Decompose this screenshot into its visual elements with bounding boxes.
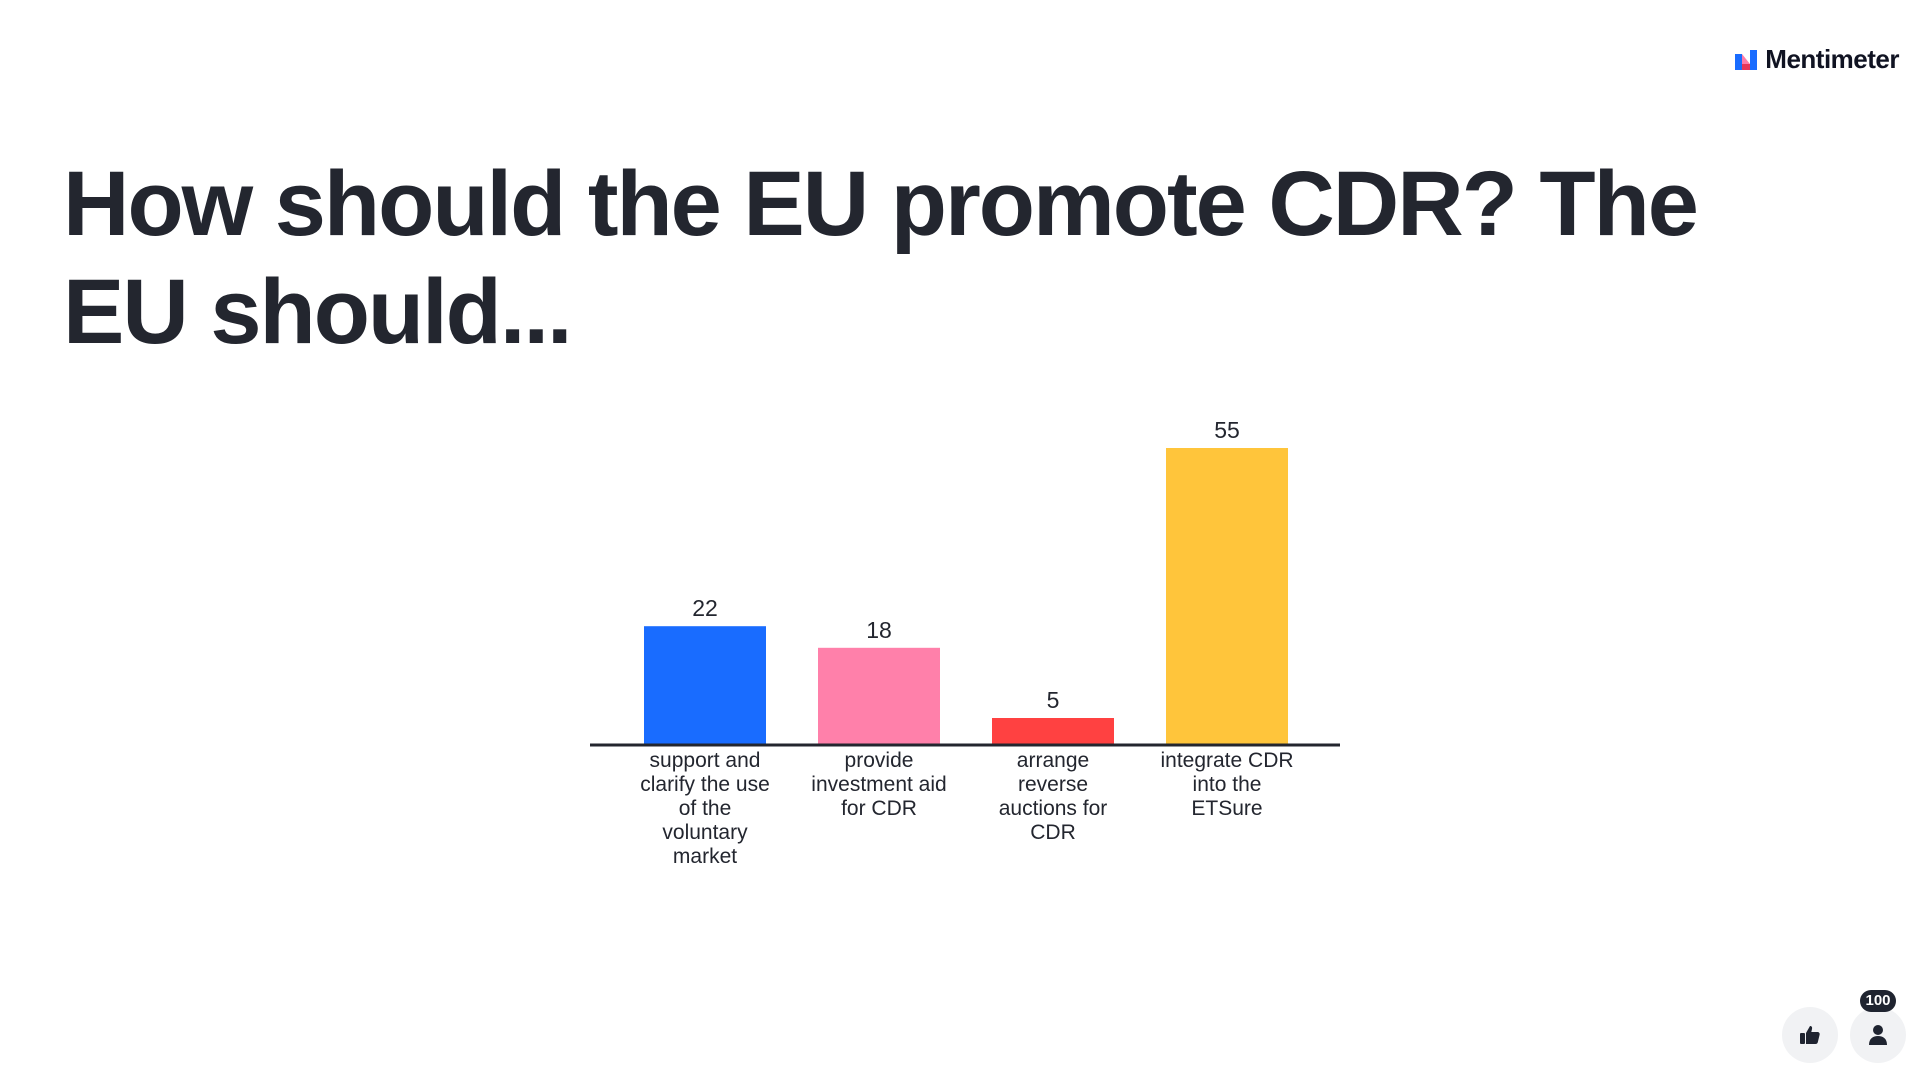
bar-value-label-4: 55 <box>1214 417 1240 443</box>
bar-value-label-1: 22 <box>692 595 718 621</box>
category-label-1: support and clarify the use of the volun… <box>640 749 770 868</box>
thumbs-up-icon <box>1800 1026 1820 1044</box>
mentimeter-logo-icon <box>1735 49 1758 70</box>
brand: Mentimeter <box>1735 44 1899 75</box>
category-label-2: provide investment aid for CDR <box>811 749 947 820</box>
category-label-3: arrange reverse auctions for CDR <box>998 749 1108 844</box>
bar-2 <box>818 647 940 745</box>
participants-button[interactable] <box>1850 1007 1906 1063</box>
person-icon <box>1869 1025 1887 1045</box>
category-label-4: integrate CDR into the ETSure <box>1160 749 1294 820</box>
brand-name: Mentimeter <box>1765 44 1899 74</box>
bar-3 <box>992 718 1114 745</box>
bar-4 <box>1166 448 1288 745</box>
question-title: How should the EU promote CDR? The EU sh… <box>63 153 1699 363</box>
like-button[interactable] <box>1782 1007 1838 1063</box>
participant-count-badge: 100 <box>1860 990 1896 1012</box>
bar-value-label-2: 18 <box>866 617 892 643</box>
bar-1 <box>644 626 766 745</box>
results-bar-chart: 22 18 5 55 support and clarify the use of t… <box>580 400 1340 900</box>
bar-value-label-3: 5 <box>1047 687 1060 713</box>
